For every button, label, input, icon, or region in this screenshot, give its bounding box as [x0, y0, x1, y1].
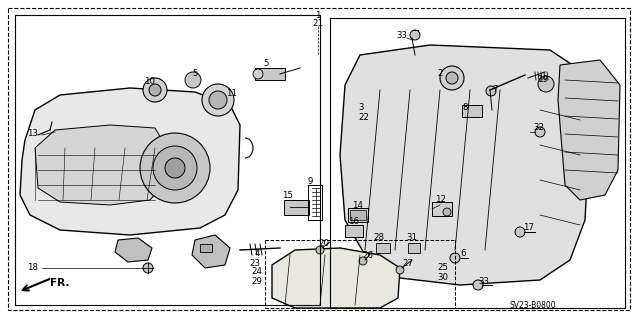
Text: 2: 2 — [437, 70, 442, 78]
Text: 5: 5 — [263, 60, 269, 69]
Text: 9: 9 — [308, 177, 314, 187]
Text: 14: 14 — [352, 202, 363, 211]
Text: 13: 13 — [27, 129, 38, 137]
Bar — [345, 225, 363, 237]
Text: 30: 30 — [437, 272, 448, 281]
Text: 19: 19 — [537, 76, 548, 85]
Text: 33: 33 — [396, 32, 407, 41]
Bar — [200, 244, 212, 252]
Text: 22: 22 — [358, 114, 369, 122]
Polygon shape — [272, 248, 400, 308]
Polygon shape — [340, 45, 590, 285]
Text: 28: 28 — [373, 234, 384, 242]
Text: 31: 31 — [406, 234, 417, 242]
Text: 32: 32 — [533, 123, 544, 132]
Circle shape — [359, 257, 367, 265]
Circle shape — [535, 127, 545, 137]
Text: 23: 23 — [249, 259, 260, 269]
Text: SV23-B0800: SV23-B0800 — [510, 300, 557, 309]
Circle shape — [446, 72, 458, 84]
Circle shape — [450, 253, 460, 263]
Text: 4: 4 — [255, 249, 260, 258]
Text: 12: 12 — [435, 196, 446, 204]
Text: 1: 1 — [316, 11, 321, 19]
Circle shape — [253, 69, 263, 79]
Polygon shape — [35, 125, 165, 205]
Text: 7: 7 — [492, 85, 497, 94]
Circle shape — [149, 84, 161, 96]
Circle shape — [396, 266, 404, 274]
Circle shape — [443, 208, 451, 216]
Circle shape — [209, 91, 227, 109]
Circle shape — [140, 133, 210, 203]
Text: 17: 17 — [523, 224, 534, 233]
Text: 25: 25 — [437, 263, 448, 271]
Polygon shape — [20, 88, 240, 235]
Text: 33: 33 — [478, 278, 489, 286]
Bar — [376, 243, 390, 253]
Circle shape — [143, 263, 153, 273]
Bar — [284, 200, 309, 215]
Text: 6: 6 — [460, 249, 465, 257]
Circle shape — [473, 280, 483, 290]
Circle shape — [165, 158, 185, 178]
Circle shape — [143, 78, 167, 102]
Text: 5: 5 — [192, 70, 198, 78]
Polygon shape — [558, 60, 620, 200]
Polygon shape — [115, 238, 152, 262]
Circle shape — [486, 86, 496, 96]
Text: 18: 18 — [27, 263, 38, 272]
Text: 26: 26 — [362, 250, 373, 259]
Text: FR.: FR. — [50, 278, 69, 288]
Text: 8: 8 — [462, 103, 467, 113]
Text: 15: 15 — [282, 191, 293, 201]
Text: 29: 29 — [251, 278, 262, 286]
Text: 11: 11 — [226, 90, 237, 99]
Circle shape — [538, 76, 554, 92]
Bar — [462, 105, 482, 117]
Text: 3: 3 — [358, 103, 364, 113]
Bar — [255, 68, 285, 80]
Text: 20: 20 — [318, 240, 329, 249]
Bar — [348, 208, 368, 222]
Circle shape — [515, 227, 525, 237]
Circle shape — [316, 246, 324, 254]
Circle shape — [440, 66, 464, 90]
Text: 27: 27 — [402, 258, 413, 268]
Text: 21: 21 — [312, 19, 323, 27]
Bar — [350, 210, 366, 220]
Circle shape — [202, 84, 234, 116]
Polygon shape — [192, 235, 230, 268]
Bar — [432, 202, 452, 216]
Circle shape — [185, 72, 201, 88]
Circle shape — [153, 146, 197, 190]
Text: 10: 10 — [144, 78, 155, 86]
Circle shape — [410, 30, 420, 40]
Text: 16: 16 — [348, 218, 359, 226]
Text: 24: 24 — [251, 268, 262, 277]
Bar — [408, 243, 420, 253]
